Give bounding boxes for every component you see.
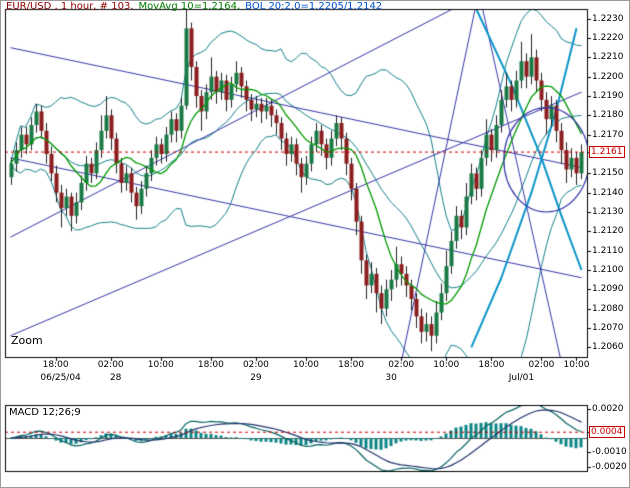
- title-instrument: EUR/USD , 1 hour, # 103.: [6, 1, 134, 12]
- zoom-button[interactable]: Zoom: [11, 334, 43, 347]
- title-movavg-value: MovAvg 10=1.2164,: [138, 1, 241, 12]
- macd-indicator-label: MACD 12;26;9: [9, 407, 81, 418]
- title-bollinger-value: BOL 20:2.0=1.2205/1.2142: [245, 1, 383, 12]
- chart-title: EUR/USD , 1 hour, # 103. MovAvg 10=1.2164…: [6, 1, 387, 12]
